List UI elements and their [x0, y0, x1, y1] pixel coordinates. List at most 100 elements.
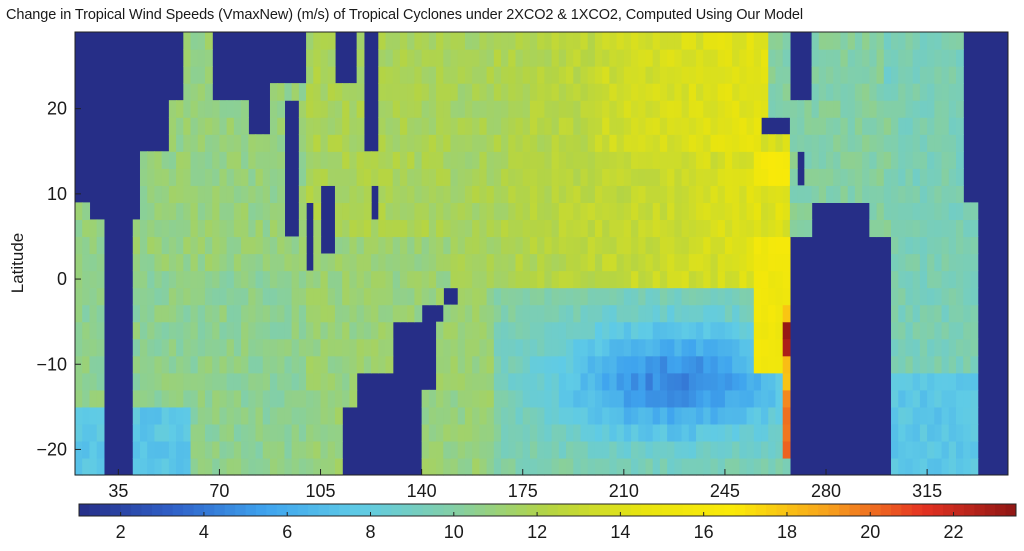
- heatmap-cell: [602, 134, 610, 152]
- heatmap-cell: [486, 287, 495, 306]
- heatmap-cell: [594, 338, 603, 357]
- heatmap-cell: [522, 185, 531, 203]
- heatmap-cell: [703, 406, 712, 425]
- heatmap-cell: [320, 304, 329, 323]
- heatmap-cell: [204, 219, 213, 238]
- heatmap-cell: [508, 168, 517, 186]
- heatmap-cell: [342, 151, 351, 169]
- colorbar-segment: [922, 504, 934, 516]
- heatmap-cell: [558, 219, 567, 238]
- heatmap-cell: [501, 32, 509, 50]
- heatmap-cell: [956, 185, 964, 203]
- heatmap-cell: [638, 168, 647, 186]
- heatmap-cell: [515, 457, 524, 476]
- heatmap-cell: [168, 151, 177, 169]
- heatmap-cell: [724, 406, 733, 425]
- heatmap-cell: [241, 440, 249, 459]
- heatmap-cell: [594, 66, 603, 84]
- heatmap-cell: [529, 304, 538, 323]
- heatmap-cell: [436, 134, 444, 152]
- heatmap-cell: [190, 372, 199, 391]
- heatmap-cell: [320, 355, 329, 374]
- colorbar-segment: [995, 504, 1007, 516]
- heatmap-cell: [753, 219, 762, 238]
- heatmap-cell: [306, 66, 314, 84]
- heatmap-cell: [956, 66, 964, 84]
- heatmap-cell: [139, 457, 148, 476]
- heatmap-cell: [602, 253, 610, 272]
- heatmap-cell: [876, 83, 885, 101]
- heatmap-cell: [681, 270, 690, 289]
- heatmap-cell: [168, 321, 177, 340]
- heatmap-cell: [436, 372, 444, 391]
- heatmap-cell: [385, 66, 394, 84]
- colorbar-segment: [453, 504, 465, 516]
- heatmap-cell: [479, 304, 488, 323]
- heatmap-cell: [399, 83, 408, 101]
- heatmap-cell: [891, 185, 899, 203]
- heatmap-cell: [667, 355, 675, 374]
- heatmap-cell: [248, 406, 257, 425]
- heatmap-cell: [479, 151, 488, 169]
- heatmap-cell: [450, 202, 459, 221]
- heatmap-cell: [508, 372, 517, 391]
- heatmap-cell: [82, 321, 91, 340]
- heatmap-cell: [580, 185, 589, 203]
- heatmap-cell: [298, 219, 307, 238]
- heatmap-cell: [768, 202, 777, 221]
- heatmap-cell: [905, 83, 914, 101]
- heatmap-cell: [623, 100, 632, 118]
- colorbar-frame: [78, 503, 1017, 517]
- heatmap-cell: [970, 338, 979, 357]
- heatmap-cell: [168, 406, 177, 425]
- heatmap-cell: [407, 270, 415, 289]
- heatmap-cell: [363, 355, 372, 374]
- heatmap-cell: [956, 253, 964, 272]
- heatmap-cell: [551, 49, 560, 67]
- heatmap-cell: [732, 219, 740, 238]
- heatmap-cell: [659, 151, 668, 169]
- heatmap-cell: [313, 151, 322, 169]
- heatmap-cell: [645, 457, 654, 476]
- heatmap-cell: [696, 423, 704, 442]
- heatmap-cell: [609, 338, 618, 357]
- heatmap-cell: [768, 253, 777, 272]
- heatmap-cell: [724, 440, 733, 459]
- heatmap-cell: [587, 185, 596, 203]
- heatmap-cell: [847, 32, 856, 50]
- heatmap-cell: [724, 389, 733, 408]
- heatmap-cell: [912, 457, 921, 476]
- heatmap-cell: [212, 168, 221, 186]
- heatmap-cell: [674, 270, 683, 289]
- heatmap-cell: [609, 372, 618, 391]
- heatmap-cell: [334, 117, 343, 135]
- colorbar-segment: [349, 504, 361, 516]
- heatmap-cell: [645, 253, 654, 272]
- heatmap-cell: [580, 32, 589, 50]
- heatmap-cell: [327, 372, 336, 391]
- heatmap-cell: [667, 32, 675, 50]
- heatmap-cell: [696, 372, 704, 391]
- heatmap-cell: [450, 83, 459, 101]
- heatmap-cell: [75, 304, 83, 323]
- heatmap-cell: [306, 389, 314, 408]
- heatmap-cell: [941, 83, 950, 101]
- heatmap-cell: [609, 100, 618, 118]
- heatmap-cell: [746, 304, 755, 323]
- heatmap-cell: [631, 100, 639, 118]
- heatmap-cell: [594, 372, 603, 391]
- colorbar-segment: [391, 504, 403, 516]
- heatmap-cell: [703, 117, 712, 135]
- heatmap-cell: [566, 253, 574, 272]
- heatmap-cell: [508, 270, 517, 289]
- heatmap-cell: [414, 100, 423, 118]
- heatmap-cell: [226, 134, 235, 152]
- heatmap-cell: [190, 253, 199, 272]
- heatmap-cell: [710, 134, 719, 152]
- heatmap-cell: [204, 355, 213, 374]
- heatmap-cell: [378, 338, 387, 357]
- heatmap-cell: [82, 304, 91, 323]
- heatmap-cell: [667, 185, 675, 203]
- heatmap-cell: [522, 270, 531, 289]
- heatmap-cell: [277, 100, 286, 118]
